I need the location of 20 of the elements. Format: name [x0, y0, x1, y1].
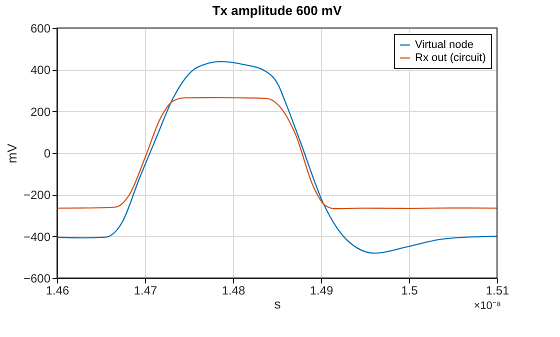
y-tick-label: −600 [23, 272, 51, 286]
legend-label: Rx out (circuit) [415, 52, 486, 64]
x-tick-label: 1.5 [401, 284, 418, 298]
line-series [57, 96, 497, 210]
y-tick-label: 200 [30, 104, 51, 119]
x-tick-label: 1.47 [134, 284, 158, 298]
y-tick-label: 400 [30, 63, 51, 78]
y-tick-label: −200 [23, 188, 51, 202]
y-tick-label: 0 [44, 146, 51, 160]
x-tick-label: 1.48 [222, 284, 246, 298]
text: ×10⁻⁸ [474, 300, 501, 312]
x-tick-label: 1.51 [486, 284, 510, 298]
x-tick-label: 1.49 [310, 284, 334, 298]
y-tick-label: 600 [30, 22, 51, 36]
x-axis-title: s [274, 296, 282, 312]
y-axis-title: mV [4, 143, 20, 164]
chart-title: Tx amplitude 600 mV [212, 3, 342, 18]
x-tick-label: 1.46 [46, 284, 70, 298]
legend-label: Virtual node [415, 39, 474, 51]
y-tick-label: −400 [23, 230, 51, 244]
